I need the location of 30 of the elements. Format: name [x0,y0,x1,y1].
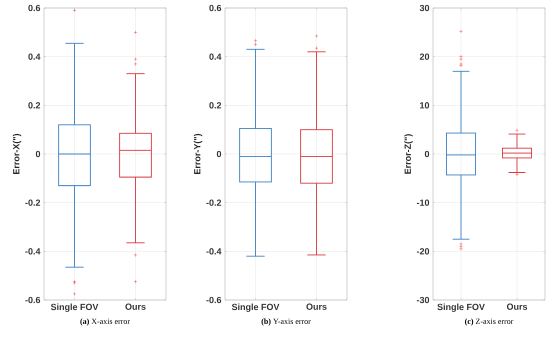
y-tick-label: 30 [420,4,430,12]
y-tick-label: -0.6 [25,296,40,304]
y-tick-label: -0.2 [206,199,222,206]
y-tick-label: 0 [36,150,40,158]
y-axis-title: Error-X(") [12,134,22,174]
y-tick-label: 0.2 [28,102,40,109]
y-tick-label: 0 [216,150,222,158]
y-tick-label: 10 [420,102,430,109]
y-tick-label: -10 [416,199,430,206]
y-tick-label: 0 [424,150,430,158]
x-tick-label: Ours [125,304,146,310]
y-tick-label: 0.6 [209,4,222,12]
x-tick-label: Single FOV [437,304,485,312]
y-tick-label: -20 [416,248,430,255]
y-axis-title: Error-Z(") [404,134,413,174]
y-axis-title: Error-Y(") [194,134,202,174]
y-tick-label: 0.4 [209,53,222,60]
y-tick-label: 0.4 [28,53,40,60]
y-tick-label: -0.4 [206,248,222,255]
x-tick-label: Ours [306,304,327,310]
x-tick-label: Ours [506,304,528,310]
y-tick-label: 0.6 [28,4,40,12]
x-tick-label: Single FOV [232,304,280,312]
y-tick-label: -0.4 [25,248,40,255]
x-tick-label: Single FOV [50,304,98,312]
y-tick-label: -0.2 [25,199,40,206]
y-tick-label: 0.2 [209,102,222,109]
y-tick-label: -30 [416,296,430,304]
y-tick-label: 20 [420,53,430,60]
y-tick-label: -0.6 [206,296,222,304]
